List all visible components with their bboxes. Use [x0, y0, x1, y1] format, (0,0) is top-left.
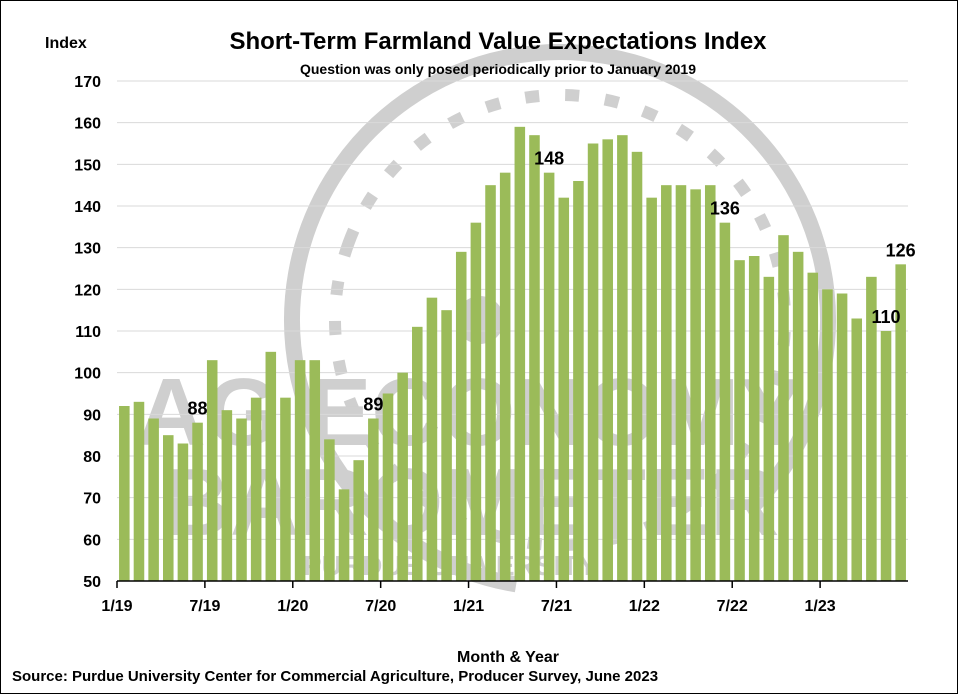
y-tick-label: 70	[83, 491, 101, 508]
bar	[602, 139, 613, 581]
y-tick-label: 80	[83, 449, 101, 466]
bar	[441, 310, 452, 581]
x-axis: 1/19 7/19 1/20 7/20 1/21 7/21 1/22 7/22 1/23	[101, 580, 908, 615]
y-tick-label: 130	[74, 241, 101, 258]
bar	[617, 135, 628, 582]
data-label: 126	[886, 240, 916, 260]
bar	[133, 401, 145, 581]
x-tick-label: 1/23	[805, 598, 836, 615]
bar	[163, 435, 174, 581]
chart-subtitle: Question was only posed periodically pri…	[299, 61, 696, 77]
bars	[119, 126, 906, 582]
data-label: 148	[534, 149, 564, 169]
bar	[192, 422, 203, 581]
data-label: 88	[188, 399, 208, 419]
y-tick-label: 100	[74, 366, 101, 383]
bar	[353, 460, 364, 581]
bar	[763, 276, 775, 581]
x-tick-label: 1/19	[101, 598, 132, 615]
bar	[485, 185, 496, 582]
bar	[880, 331, 892, 581]
bar	[822, 289, 833, 581]
bar	[734, 260, 745, 581]
bar	[280, 397, 291, 581]
bar	[221, 410, 233, 581]
bar	[851, 318, 863, 581]
bar	[631, 151, 643, 581]
bar	[792, 251, 804, 581]
bar	[177, 443, 189, 581]
source-note: Source: Purdue University Center for Com…	[12, 668, 659, 685]
bar	[836, 293, 848, 581]
x-tick-label: 7/21	[541, 598, 572, 615]
y-tick-label: 110	[75, 324, 101, 341]
bar	[265, 351, 277, 581]
bar	[646, 197, 657, 582]
y-tick-label: 50	[83, 574, 101, 591]
y-axis: 50 60 70 80 90 100 110 120 130 140 150 160 170	[74, 74, 101, 591]
bar	[119, 406, 130, 581]
x-tick-label: 7/19	[189, 598, 220, 615]
bar	[338, 489, 350, 581]
bar	[866, 276, 877, 581]
gridlines	[117, 80, 908, 540]
x-tick-label: 1/21	[453, 598, 484, 615]
bar	[250, 397, 262, 581]
bar	[236, 418, 247, 581]
y-tick-label: 170	[74, 74, 101, 91]
bar	[426, 297, 438, 581]
bar	[543, 172, 555, 582]
bar	[704, 185, 716, 582]
bar	[587, 143, 599, 581]
bar	[514, 126, 526, 581]
watermark-gauge-ticks	[329, 89, 791, 551]
bar	[470, 222, 482, 582]
bar	[807, 272, 819, 581]
x-tick-label: 7/22	[717, 598, 748, 615]
bar	[455, 251, 467, 581]
data-label: 136	[710, 199, 740, 219]
bar	[573, 181, 584, 581]
bar	[309, 360, 321, 581]
x-axis-title: Month & Year	[457, 649, 559, 666]
x-tick-label: 1/20	[277, 598, 308, 615]
bar	[206, 360, 218, 581]
bar	[778, 235, 789, 582]
bar	[558, 197, 570, 582]
bar	[675, 185, 687, 582]
bar	[368, 418, 379, 581]
bar	[895, 264, 906, 581]
bar	[294, 360, 306, 581]
y-tick-label: 160	[74, 116, 101, 133]
data-labels: 88 89 148 136 110 126	[188, 149, 916, 419]
bar	[748, 256, 760, 581]
y-tick-label: 90	[83, 407, 101, 424]
y-tick-label: 60	[83, 532, 101, 549]
chart-title: Short-Term Farmland Value Expectations I…	[229, 28, 767, 55]
bar	[719, 222, 731, 582]
bar	[148, 418, 159, 581]
bar	[324, 439, 335, 581]
y-tick-label: 120	[74, 282, 101, 299]
y-tick-label: 140	[74, 199, 101, 216]
x-tick-label: 1/22	[629, 598, 660, 615]
bar	[690, 189, 701, 581]
bar	[412, 326, 423, 581]
bar	[397, 372, 408, 581]
bar	[499, 172, 511, 582]
bar	[661, 185, 672, 582]
data-label: 110	[872, 307, 901, 327]
y-tick-label: 150	[74, 157, 101, 174]
y-axis-title: Index	[45, 35, 87, 52]
data-label: 89	[363, 395, 383, 415]
bar	[529, 135, 540, 582]
x-tick-label: 7/20	[365, 598, 396, 615]
bar	[382, 393, 394, 581]
